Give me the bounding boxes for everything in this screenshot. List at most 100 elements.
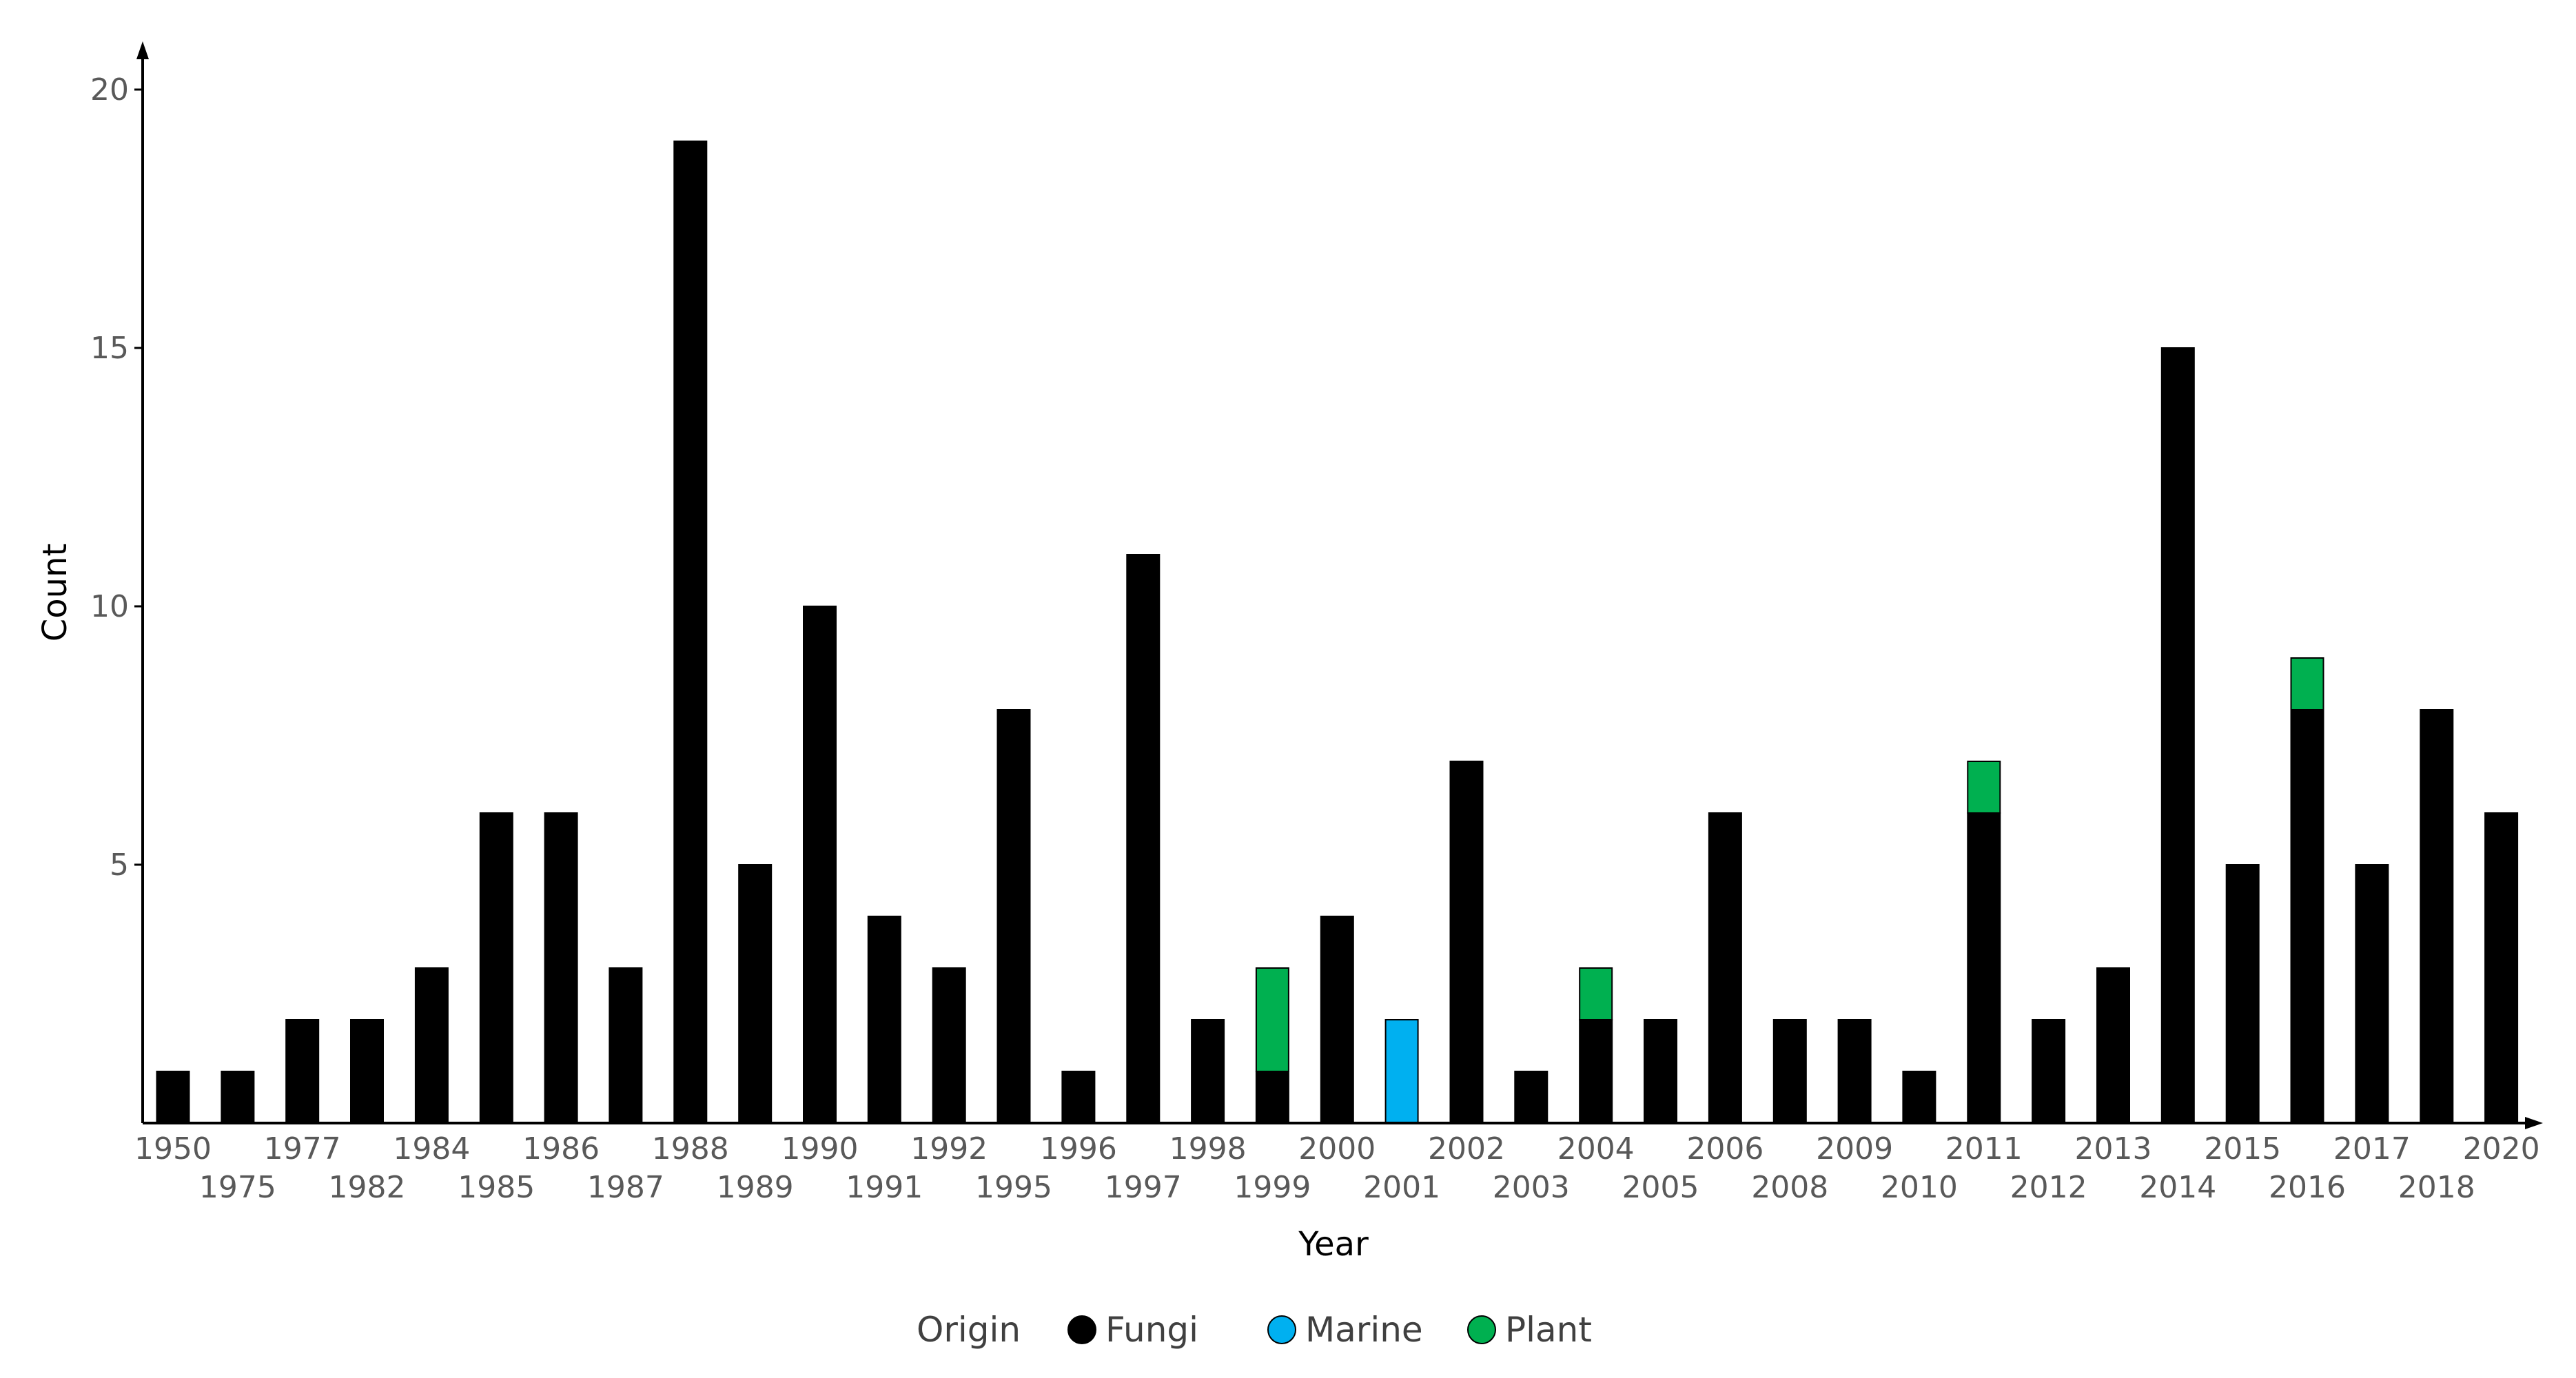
legend: Origin Fungi Marine Plant: [917, 1310, 1592, 1350]
bar-plant-1999: [1255, 967, 1289, 1072]
x-tick-label: 2016: [2269, 1170, 2346, 1205]
bar-fungi-2005: [1644, 1019, 1677, 1124]
x-tick-label: 2009: [1816, 1131, 1893, 1166]
bar-fungi-1988: [673, 141, 708, 1124]
x-tick-label: 1977: [264, 1131, 341, 1166]
x-tick-label: 2012: [2010, 1170, 2087, 1205]
bar-fungi-1989: [738, 864, 773, 1124]
x-tick-label: 2010: [1881, 1170, 1958, 1205]
x-tick-label: 2005: [1622, 1170, 1699, 1205]
bar-plant-2011: [1967, 761, 2001, 814]
bar-fungi-2011: [1967, 812, 2001, 1124]
bar-fungi-2016: [2290, 709, 2324, 1124]
bar-fungi-1992: [932, 967, 966, 1124]
legend-swatch-plant: [1467, 1315, 1496, 1344]
bar-fungi-1998: [1191, 1019, 1225, 1124]
x-tick-label: 1989: [717, 1170, 794, 1205]
x-tick-label: 2013: [2075, 1131, 2152, 1166]
x-tick-label: 2014: [2139, 1170, 2216, 1205]
bar-fungi-2018: [2420, 709, 2454, 1124]
y-tick-label: 20: [90, 72, 129, 107]
bars-group: [156, 141, 2519, 1124]
bar-plant-2016: [2290, 657, 2324, 710]
axes-group: [136, 41, 2543, 1129]
x-axis-title: Year: [1298, 1225, 1369, 1264]
y-tick-label: 15: [90, 331, 129, 366]
x-tick-labels: 1950 1975 1977 1982 1984 1985 1986 1987 1988 1989…: [134, 1131, 2540, 1205]
x-tick-label: 1986: [522, 1131, 600, 1166]
legend-label-marine: Marine: [1305, 1310, 1423, 1350]
bar-fungi-2012: [2032, 1019, 2066, 1124]
bar-fungi-1984: [414, 967, 449, 1124]
legend-label-plant: Plant: [1505, 1310, 1592, 1350]
bar-fungi-2002: [1449, 761, 1484, 1124]
bar-fungi-2008: [1772, 1019, 1807, 1124]
x-tick-label: 1991: [846, 1170, 923, 1205]
bar-fungi-2020: [2484, 812, 2519, 1124]
bar-fungi-1977: [285, 1019, 320, 1124]
x-tick-label: 1995: [975, 1170, 1052, 1205]
bar-fungi-2003: [1514, 1071, 1548, 1124]
bar-fungi-2006: [1708, 812, 1742, 1124]
x-tick-label: 2017: [2333, 1131, 2411, 1166]
bar-fungi-1986: [544, 812, 578, 1124]
bar-fungi-2010: [1902, 1071, 1936, 1124]
legend-swatch-marine: [1267, 1315, 1296, 1344]
bar-fungi-1982: [350, 1019, 384, 1124]
bar-fungi-1987: [609, 967, 643, 1124]
x-tick-label: 1992: [910, 1131, 988, 1166]
bar-fungi-1975: [221, 1071, 255, 1124]
legend-swatch-fungi: [1067, 1315, 1096, 1344]
x-tick-label: 1985: [458, 1170, 535, 1205]
bar-fungi-2000: [1320, 916, 1354, 1124]
x-tick-label: 2008: [1751, 1170, 1828, 1205]
x-tick-label: 1998: [1169, 1131, 1247, 1166]
legend-title: Origin: [917, 1310, 1021, 1350]
x-tick-label: 1996: [1040, 1131, 1117, 1166]
bar-fungi-2014: [2160, 347, 2195, 1124]
y-tick-labels: 5 10 15 20: [90, 72, 143, 883]
bar-fungi-1995: [996, 709, 1031, 1124]
x-tick-label: 1999: [1234, 1170, 1311, 1205]
x-tick-label: 2003: [1493, 1170, 1570, 1205]
bar-fungi-2009: [1837, 1019, 1872, 1124]
x-axis-arrow-icon: [2525, 1117, 2543, 1129]
bar-plant-2004: [1579, 967, 1613, 1020]
bar-fungi-1996: [1061, 1071, 1096, 1124]
x-tick-label: 1984: [393, 1131, 470, 1166]
x-tick-label: 2020: [2463, 1131, 2540, 1166]
bar-fungi-1999: [1255, 1071, 1289, 1124]
x-tick-label: 2001: [1363, 1170, 1440, 1205]
y-axis-title: Count: [36, 544, 74, 642]
x-tick-label: 2018: [2398, 1170, 2475, 1205]
bar-fungi-1997: [1126, 554, 1161, 1124]
x-tick-label: 1988: [652, 1131, 729, 1166]
x-tick-label: 2002: [1428, 1131, 1505, 1166]
x-tick-label: 2004: [1557, 1131, 1635, 1166]
x-tick-label: 2015: [2204, 1131, 2281, 1166]
bar-fungi-1991: [867, 916, 901, 1124]
y-tick-label: 10: [90, 589, 129, 624]
x-tick-label: 2006: [1686, 1131, 1764, 1166]
bar-fungi-2013: [2096, 967, 2130, 1124]
bar-fungi-1990: [803, 606, 837, 1124]
x-tick-label: 1950: [134, 1131, 212, 1166]
y-tick-label: 5: [110, 847, 129, 883]
x-tick-label: 1987: [587, 1170, 664, 1205]
x-tick-label: 1997: [1105, 1170, 1182, 1205]
x-tick-label: 1975: [199, 1170, 276, 1205]
bar-fungi-2017: [2355, 864, 2389, 1124]
bar-fungi-2004: [1579, 1019, 1613, 1124]
legend-label-fungi: Fungi: [1105, 1310, 1198, 1350]
bar-marine-2001: [1384, 1019, 1419, 1124]
y-axis-arrow-icon: [136, 41, 149, 59]
bar-fungi-1985: [479, 812, 513, 1124]
bar-fungi-1950: [156, 1071, 190, 1124]
x-tick-label: 2000: [1298, 1131, 1376, 1166]
x-tick-label: 2011: [1945, 1131, 2023, 1166]
x-tick-label: 1982: [329, 1170, 406, 1205]
x-tick-label: 1990: [781, 1131, 859, 1166]
bar-fungi-2015: [2225, 864, 2260, 1124]
